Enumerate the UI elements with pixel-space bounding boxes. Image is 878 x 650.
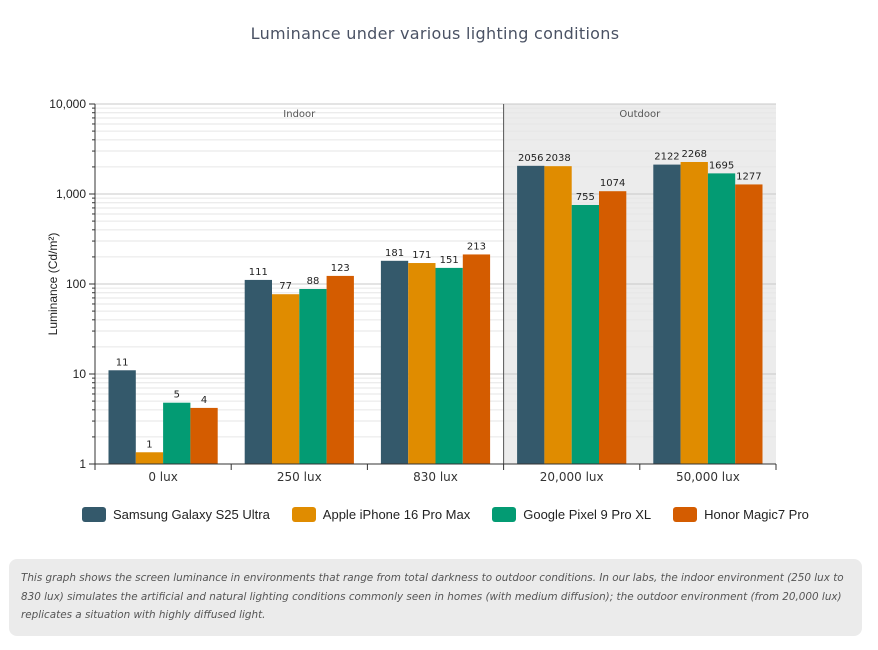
y-tick-label: 1 bbox=[79, 457, 86, 471]
y-tick-label: 100 bbox=[66, 277, 86, 291]
bar-2-4 bbox=[707, 173, 736, 464]
data-label: 171 bbox=[412, 250, 431, 261]
region-label-indoor: Indoor bbox=[283, 109, 316, 120]
data-label: 2038 bbox=[545, 153, 570, 164]
legend-swatch-samsung bbox=[82, 507, 106, 522]
x-tick-label: 50,000 lux bbox=[676, 470, 740, 484]
legend-label-apple: Apple iPhone 16 Pro Max bbox=[322, 507, 471, 522]
bar-1-3 bbox=[544, 166, 572, 464]
legend-swatch-honor bbox=[673, 507, 698, 522]
data-label: 755 bbox=[576, 192, 595, 203]
bar-3-4 bbox=[735, 184, 763, 465]
data-label: 213 bbox=[467, 241, 486, 252]
data-label: 1277 bbox=[736, 171, 761, 182]
y-tick-label: 1,000 bbox=[56, 187, 86, 201]
data-label: 2122 bbox=[654, 152, 679, 163]
bar-0-4 bbox=[653, 164, 681, 465]
bar-2-1 bbox=[299, 288, 327, 464]
data-label: 111 bbox=[249, 267, 268, 278]
legend-item-samsung[interactable]: Samsung Galaxy S25 Ultra bbox=[82, 507, 270, 522]
x-tick-label: 20,000 lux bbox=[540, 470, 604, 484]
bar-3-0 bbox=[190, 407, 218, 464]
bar-1-4 bbox=[680, 161, 708, 464]
chart-legend: Samsung Galaxy S25 Ultra Apple iPhone 16… bbox=[82, 507, 831, 522]
data-label: 151 bbox=[440, 255, 459, 266]
data-label: 11 bbox=[116, 357, 129, 368]
data-label: 88 bbox=[307, 276, 320, 287]
legend-item-apple[interactable]: Apple iPhone 16 Pro Max bbox=[291, 507, 471, 522]
data-label: 2056 bbox=[518, 153, 543, 164]
data-label: 4 bbox=[201, 395, 207, 406]
x-tick-label: 830 lux bbox=[413, 470, 458, 484]
bar-3-2 bbox=[462, 254, 491, 464]
data-label: 181 bbox=[385, 248, 404, 259]
y-axis-title: Luminance (Cd/m²) bbox=[46, 233, 60, 336]
legend-label-google: Google Pixel 9 Pro XL bbox=[523, 507, 652, 522]
legend-label-honor: Honor Magic7 Pro bbox=[704, 507, 809, 522]
bar-3-1 bbox=[326, 275, 354, 464]
data-label: 1 bbox=[146, 439, 152, 450]
bar-0-0 bbox=[108, 370, 136, 464]
data-label: 123 bbox=[331, 263, 350, 274]
bar-0-2 bbox=[380, 260, 409, 464]
bar-1-0 bbox=[135, 452, 164, 464]
bar-1-1 bbox=[272, 294, 300, 464]
legend-swatch-apple bbox=[291, 507, 316, 522]
bar-2-2 bbox=[435, 267, 463, 464]
chart-footnote: This graph shows the screen luminance in… bbox=[9, 559, 862, 636]
y-tick-label: 10 bbox=[73, 367, 87, 381]
data-label: 2268 bbox=[682, 149, 707, 160]
bar-2-3 bbox=[571, 204, 599, 464]
data-label: 1695 bbox=[709, 160, 734, 171]
chart-title: Luminance under various lighting conditi… bbox=[250, 24, 620, 43]
bar-2-0 bbox=[163, 402, 191, 464]
bar-0-3 bbox=[517, 165, 545, 464]
x-tick-label: 250 lux bbox=[277, 470, 322, 484]
legend-swatch-google bbox=[492, 507, 517, 522]
bar-0-1 bbox=[244, 279, 272, 464]
legend-item-google[interactable]: Google Pixel 9 Pro XL bbox=[492, 507, 651, 522]
data-label: 1074 bbox=[600, 178, 625, 189]
x-tick-label: 0 lux bbox=[148, 470, 178, 484]
data-label: 5 bbox=[174, 390, 180, 401]
bar-3-3 bbox=[599, 191, 627, 465]
region-label-outdoor: Outdoor bbox=[619, 109, 661, 120]
data-label: 77 bbox=[279, 281, 292, 292]
y-tick-label: 10,000 bbox=[49, 97, 86, 111]
legend-label-samsung: Samsung Galaxy S25 Ultra bbox=[113, 507, 270, 522]
bar-1-2 bbox=[408, 263, 436, 464]
legend-item-honor[interactable]: Honor Magic7 Pro bbox=[673, 507, 809, 522]
